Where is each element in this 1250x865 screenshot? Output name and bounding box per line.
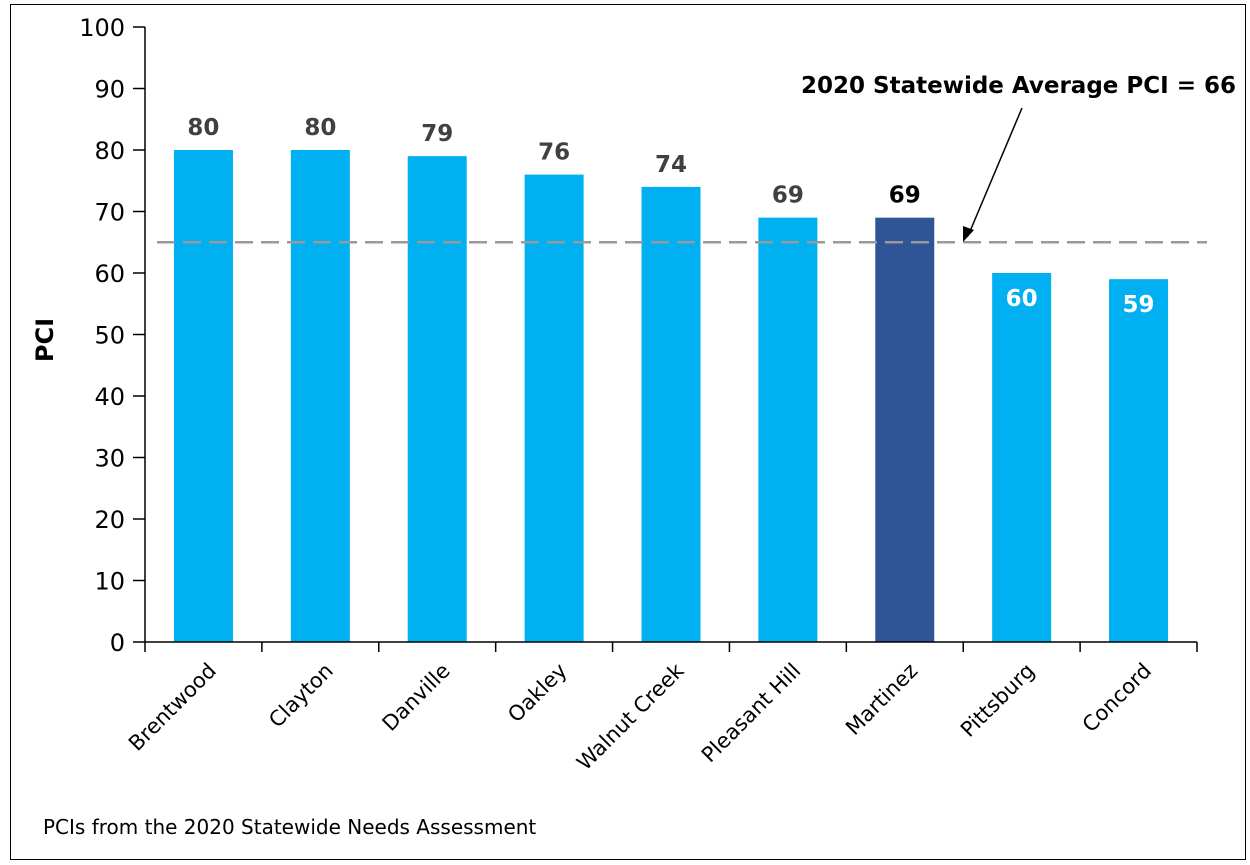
statewide-average-annotation: 2020 Statewide Average PCI = 66	[801, 73, 1236, 99]
y-tick-label: 100	[79, 14, 125, 42]
footnote: PCIs from the 2020 Statewide Needs Asses…	[43, 815, 536, 839]
bar-martinez	[875, 217, 935, 642]
bar-danville	[407, 156, 467, 642]
y-tick-label: 80	[94, 137, 125, 165]
data-label: 59	[1123, 292, 1155, 318]
x-tick-label: Pittsburg	[956, 659, 1039, 742]
bar-pittsburg	[992, 273, 1052, 642]
bar-oakley	[524, 174, 584, 642]
x-tick-label: Pleasant Hill	[697, 659, 806, 768]
y-axis-title: PCI	[31, 318, 59, 362]
x-ticks-group: Brentwood Clayton Danville Oakley Walnut Cre…	[124, 642, 1198, 775]
y-ticks-group: 0 10 20 30 40 50 60 70 80 90 100	[79, 14, 145, 657]
y-tick-label: 0	[110, 629, 125, 657]
data-label: 80	[187, 115, 219, 141]
x-tick-label: Martinez	[841, 659, 922, 740]
x-tick-label: Concord	[1078, 659, 1156, 737]
y-tick-label: 70	[94, 199, 125, 227]
bars-group	[173, 150, 1169, 642]
data-label: 69	[889, 183, 921, 209]
annotation-arrow	[967, 107, 1023, 237]
data-label: 60	[1006, 286, 1038, 312]
bar-clayton	[290, 150, 350, 642]
data-label: 80	[304, 115, 336, 141]
y-tick-label: 60	[94, 260, 125, 288]
x-tick-label: Clayton	[264, 659, 338, 733]
data-label: 69	[772, 183, 804, 209]
data-label: 76	[538, 140, 570, 166]
x-tick-label: Danville	[378, 659, 455, 736]
bar-pleasant-hill	[758, 217, 818, 642]
x-tick-label: Oakley	[503, 659, 571, 727]
bar-concord	[1109, 279, 1169, 642]
y-tick-label: 90	[94, 76, 125, 104]
data-label: 79	[421, 121, 453, 147]
x-tick-label: Brentwood	[124, 659, 221, 756]
y-tick-label: 10	[94, 568, 125, 596]
bar-brentwood	[173, 150, 233, 642]
bar-walnut-creek	[641, 186, 701, 642]
y-tick-label: 20	[94, 506, 125, 534]
x-tick-label: Walnut Creek	[572, 658, 689, 775]
y-tick-label: 50	[94, 322, 125, 350]
annotation-arrowhead	[963, 226, 974, 242]
y-tick-label: 40	[94, 383, 125, 411]
data-label: 74	[655, 152, 687, 178]
y-tick-label: 30	[94, 445, 125, 473]
data-labels-group: 80 80 79 76 74 69 69 60 59	[187, 115, 1154, 318]
